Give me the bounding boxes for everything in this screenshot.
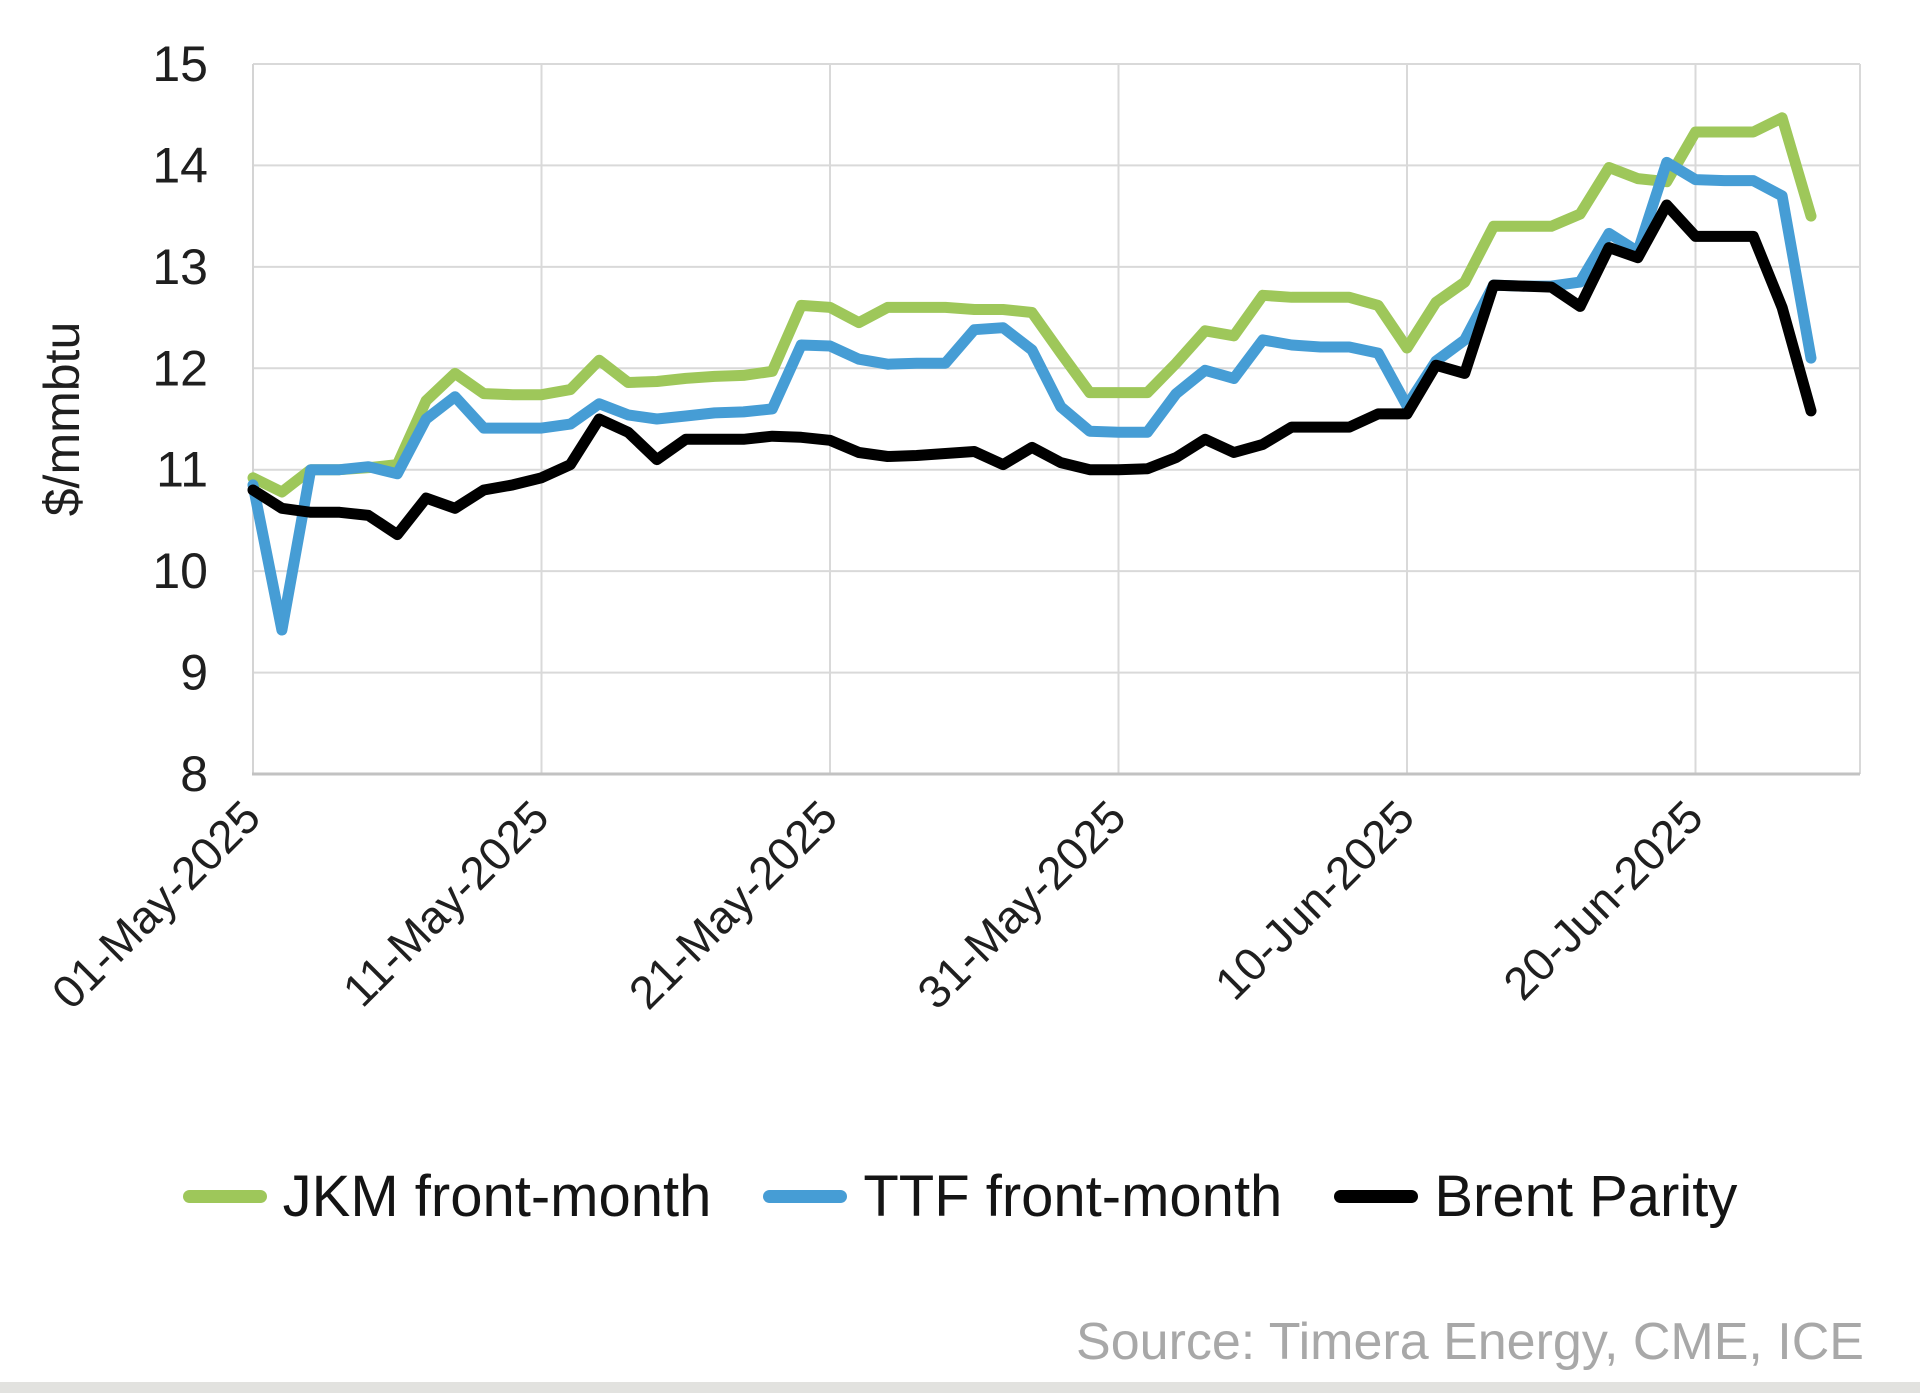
y-tick-label: 11	[156, 442, 208, 498]
legend-label: JKM front-month	[282, 1164, 712, 1229]
y-tick-label: 14	[152, 137, 208, 193]
chart-legend: JKM front-month TTF front-month Brent Pari…	[0, 1163, 1920, 1230]
x-tick-label: 11-May-2025	[333, 790, 559, 1016]
y-tick-label: 10	[152, 543, 208, 599]
legend-swatch-ttf-front-month	[763, 1190, 848, 1203]
source-note: Source: Timera Energy, CME, ICE	[1076, 1313, 1864, 1371]
x-tick-label: 20-Jun-2025	[1493, 790, 1712, 1009]
y-tick-label: 13	[152, 239, 208, 295]
series-line-brent-parity	[247, 199, 1817, 541]
y-axis-title: $/mmbtu	[34, 321, 90, 517]
legend-item-ttf-front-month: TTF front-month	[763, 1163, 1282, 1230]
x-tick-label: 21-May-2025	[619, 790, 847, 1018]
legend-swatch-brent-parity	[1334, 1190, 1419, 1203]
y-tick-label: 9	[180, 645, 208, 701]
y-tick-label: 15	[152, 36, 208, 92]
x-tick-label: 10-Jun-2025	[1205, 790, 1424, 1009]
legend-item-brent-parity: Brent Parity	[1334, 1163, 1737, 1230]
y-tick-label: 8	[180, 746, 208, 802]
chart-canvas: 8 9 10 11 12 13 14 15 01-May-2025 11-May-2025 21-M…	[42, 36, 1861, 1019]
y-tick-label: 12	[152, 340, 208, 396]
tick-labels: 8 9 10 11 12 13 14 15 01-May-2025 11-May-2025 21-M…	[42, 36, 1713, 1019]
legend-item-jkm-front-month: JKM front-month	[182, 1163, 712, 1230]
legend-label: Brent Parity	[1434, 1164, 1738, 1229]
series-line-jkm-front-month	[247, 112, 1817, 498]
legend-label: TTF front-month	[863, 1164, 1283, 1229]
bottom-page-strip	[0, 1382, 1920, 1393]
x-tick-label: 01-May-2025	[42, 790, 270, 1018]
legend-swatch-jkm-front-month	[182, 1190, 267, 1203]
axes	[252, 64, 1860, 776]
series-lines	[247, 112, 1817, 636]
x-tick-label: 31-May-2025	[907, 790, 1135, 1018]
